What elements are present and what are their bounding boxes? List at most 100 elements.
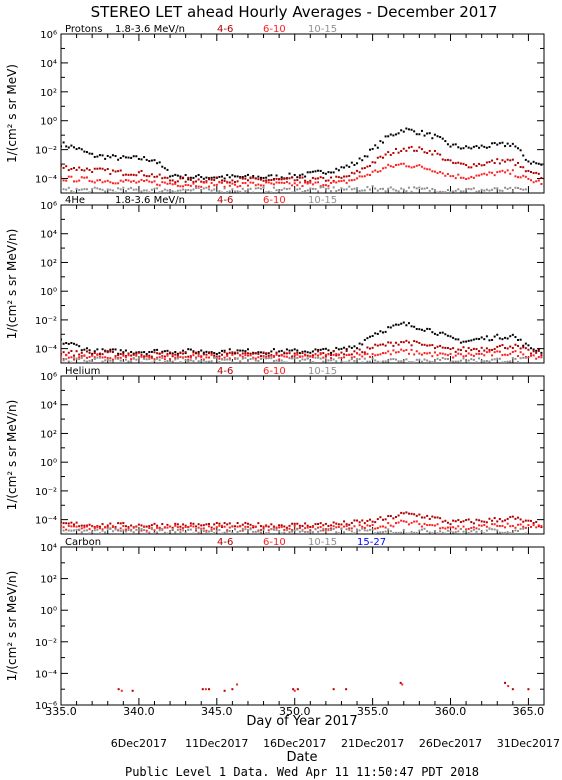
- data-point: [348, 345, 351, 348]
- data-point: [61, 338, 62, 341]
- data-point: [62, 141, 65, 144]
- data-point: [132, 353, 135, 356]
- data-point: [70, 175, 73, 178]
- data-point: [426, 359, 429, 362]
- data-point: [413, 149, 416, 152]
- x-tick-label: 335.0: [45, 705, 77, 718]
- data-point: [462, 525, 465, 528]
- data-point: [291, 522, 294, 525]
- data-point: [345, 348, 348, 351]
- y-tick-label: 10⁻²: [35, 316, 57, 327]
- data-point: [296, 351, 299, 354]
- data-point: [169, 175, 172, 178]
- data-point: [67, 175, 70, 178]
- data-point: [88, 191, 91, 193]
- data-point: [91, 171, 94, 174]
- data-point: [314, 353, 317, 356]
- data-point: [148, 175, 151, 178]
- data-point: [332, 521, 335, 524]
- data-point: [345, 361, 348, 363]
- data-point: [148, 180, 151, 183]
- data-point: [135, 155, 138, 158]
- data-point: [472, 358, 475, 361]
- data-point: [441, 526, 444, 529]
- data-point: [93, 155, 96, 158]
- data-point: [488, 189, 491, 192]
- data-point: [104, 526, 107, 529]
- data-point: [483, 172, 486, 175]
- data-point: [358, 171, 361, 174]
- data-point: [291, 355, 294, 358]
- data-point: [340, 351, 343, 354]
- data-point: [132, 352, 135, 355]
- data-point: [233, 190, 236, 193]
- data-point: [348, 529, 351, 532]
- data-point: [111, 358, 114, 361]
- data-point: [166, 352, 169, 355]
- data-point: [85, 176, 88, 179]
- data-point: [504, 186, 507, 189]
- data-point: [491, 528, 494, 531]
- data-point: [301, 191, 304, 193]
- data-point: [522, 188, 525, 191]
- data-point: [496, 357, 499, 360]
- data-point: [127, 173, 130, 176]
- data-point: [467, 177, 470, 180]
- data-point: [254, 187, 257, 190]
- data-point: [332, 358, 335, 361]
- data-point: [410, 344, 413, 347]
- data-point: [309, 181, 312, 184]
- data-point: [285, 355, 288, 358]
- data-point: [426, 327, 429, 330]
- data-point: [314, 528, 317, 531]
- data-point: [413, 361, 416, 363]
- data-point: [275, 189, 278, 192]
- data-point: [236, 525, 239, 528]
- data-point: [293, 182, 296, 185]
- data-point: [161, 528, 164, 531]
- data-point: [415, 133, 418, 136]
- data-point: [226, 352, 229, 355]
- data-point: [148, 354, 151, 357]
- data-point: [270, 182, 273, 185]
- data-point: [530, 179, 533, 182]
- data-point: [350, 188, 353, 191]
- data-point: [402, 188, 405, 191]
- data-point: [397, 323, 400, 326]
- data-point: [291, 191, 294, 193]
- data-point: [127, 529, 130, 532]
- x-ticks: [60, 205, 545, 363]
- data-point: [330, 524, 333, 527]
- data-point: [491, 188, 494, 191]
- data-point: [179, 185, 182, 188]
- data-point: [506, 347, 509, 350]
- data-point: [210, 189, 213, 192]
- data-point: [498, 344, 501, 347]
- data-point: [189, 528, 192, 531]
- data-point: [223, 358, 226, 361]
- data-point: [215, 176, 218, 179]
- data-point: [436, 172, 439, 175]
- data-point: [467, 339, 470, 342]
- data-point: [189, 359, 192, 362]
- data-point: [127, 527, 130, 530]
- data-point: [452, 360, 455, 363]
- data-point: [519, 165, 522, 168]
- data-point: [407, 128, 410, 131]
- data-point: [478, 338, 481, 341]
- data-point: [208, 178, 211, 181]
- data-point: [501, 338, 504, 341]
- data-point: [324, 528, 327, 531]
- data-point: [415, 350, 418, 353]
- data-point: [101, 181, 104, 184]
- data-point: [535, 526, 538, 529]
- data-point: [485, 335, 488, 338]
- data-point: [488, 350, 491, 353]
- data-point: [304, 189, 307, 192]
- data-point: [114, 526, 117, 529]
- data-point: [493, 517, 496, 520]
- data-point: [353, 345, 356, 348]
- data-point: [366, 346, 369, 349]
- data-point: [148, 527, 151, 530]
- data-point: [496, 158, 499, 161]
